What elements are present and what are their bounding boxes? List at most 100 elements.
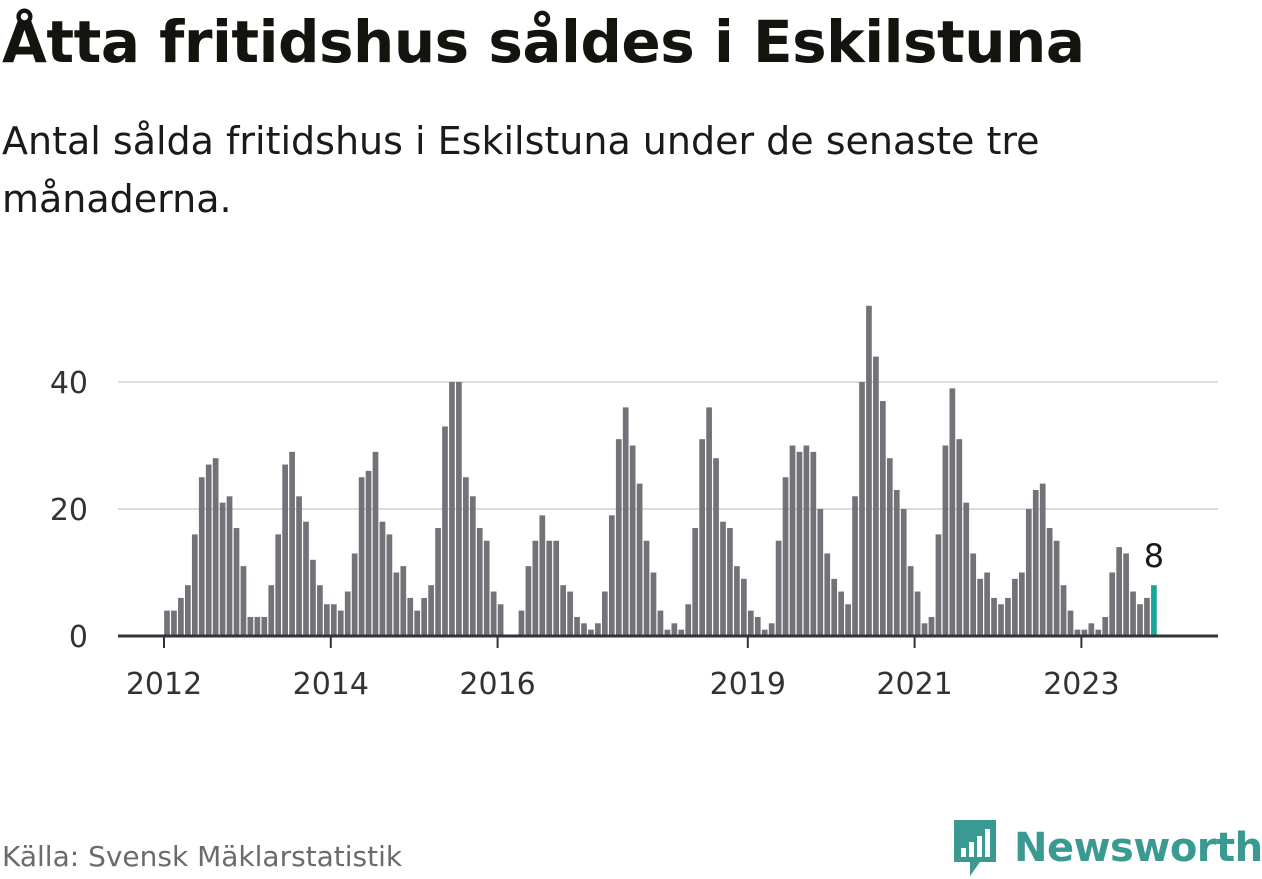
bar	[650, 572, 657, 636]
bar	[880, 401, 886, 636]
bar	[226, 496, 233, 636]
bar	[191, 534, 198, 636]
bar	[1012, 578, 1018, 636]
bar	[713, 458, 719, 636]
bar	[574, 616, 580, 636]
bar	[282, 464, 288, 636]
bar	[935, 534, 942, 636]
bar	[546, 540, 553, 636]
bar	[581, 623, 587, 636]
bar	[1102, 616, 1109, 636]
bar	[720, 521, 726, 636]
brand-logo[interactable]: Newsworthy	[950, 818, 1262, 878]
bar	[164, 610, 170, 636]
bar	[602, 591, 608, 636]
bar	[893, 489, 900, 636]
bar	[629, 445, 636, 636]
bar	[205, 464, 212, 636]
bar	[942, 445, 949, 636]
bar	[344, 591, 351, 636]
bar	[886, 458, 893, 636]
bar	[324, 604, 330, 636]
bar	[310, 559, 316, 636]
bar	[664, 629, 671, 636]
bar	[796, 451, 803, 636]
bar	[414, 610, 421, 636]
bar	[532, 540, 539, 636]
bar	[567, 591, 573, 636]
bar	[219, 502, 226, 636]
bar	[393, 572, 400, 636]
bar	[525, 566, 532, 636]
bar	[595, 623, 601, 636]
bar	[483, 540, 490, 636]
y-tick-label: 20	[50, 493, 88, 528]
source-note: Källa: Svensk Mäklarstatistik	[2, 840, 403, 873]
bar	[296, 496, 302, 636]
chart-subtitle: Antal sålda fritidshus i Eskilstuna unde…	[2, 119, 1040, 221]
bar	[921, 623, 928, 636]
bar	[873, 356, 879, 636]
bar	[268, 585, 275, 636]
bar	[254, 616, 261, 636]
bar	[803, 445, 810, 636]
bar	[358, 477, 365, 636]
bar	[560, 585, 566, 636]
bar	[351, 553, 358, 636]
bar	[1005, 597, 1011, 636]
bar	[428, 585, 434, 636]
x-tick-label: 2023	[1043, 667, 1119, 702]
bar	[970, 553, 977, 636]
bar	[449, 382, 455, 636]
bar	[706, 407, 712, 636]
x-tick-label: 2019	[710, 667, 786, 702]
bar	[859, 382, 865, 636]
bar	[657, 610, 664, 636]
bar-highlight	[1151, 585, 1157, 636]
bar	[1025, 509, 1032, 636]
bar	[442, 426, 448, 636]
bar	[1053, 540, 1060, 636]
bar	[198, 477, 205, 636]
x-tick-label: 2014	[293, 667, 369, 702]
bar	[741, 578, 747, 636]
bar	[984, 572, 990, 636]
chart-title: Åtta fritidshus såldes i Eskilstuna	[2, 8, 1085, 76]
x-tick-label: 2016	[459, 667, 535, 702]
bar	[622, 407, 629, 636]
bar	[810, 451, 817, 636]
bar	[372, 451, 379, 636]
bar	[337, 610, 344, 636]
bar	[379, 521, 386, 636]
bar	[247, 616, 254, 636]
bar	[817, 509, 824, 636]
bar	[845, 604, 851, 636]
bar	[240, 566, 247, 636]
bar	[914, 591, 921, 636]
bar	[852, 496, 858, 636]
bar	[963, 502, 970, 636]
y-tick-label: 0	[69, 620, 88, 655]
bar	[185, 585, 191, 636]
bar	[998, 604, 1004, 636]
bar	[754, 616, 761, 636]
bar	[1067, 610, 1074, 636]
bar-annotation: 8	[1144, 537, 1164, 575]
bar	[782, 477, 789, 636]
bar	[692, 528, 699, 636]
bar	[1109, 572, 1116, 636]
bar	[463, 477, 469, 636]
bar	[303, 521, 309, 636]
brand-name: Newsworthy	[1014, 825, 1262, 871]
bar	[400, 566, 407, 636]
bar	[490, 591, 497, 636]
bar	[789, 445, 796, 636]
bar	[435, 528, 441, 636]
bar	[615, 439, 622, 636]
bar-chart: 0 20 40 8 2012 2014 2016 2019 2021 2023	[50, 305, 1218, 702]
bar	[171, 610, 177, 636]
bar	[289, 451, 295, 636]
bar	[1032, 489, 1039, 636]
bar	[1046, 528, 1053, 636]
bar	[768, 623, 775, 636]
